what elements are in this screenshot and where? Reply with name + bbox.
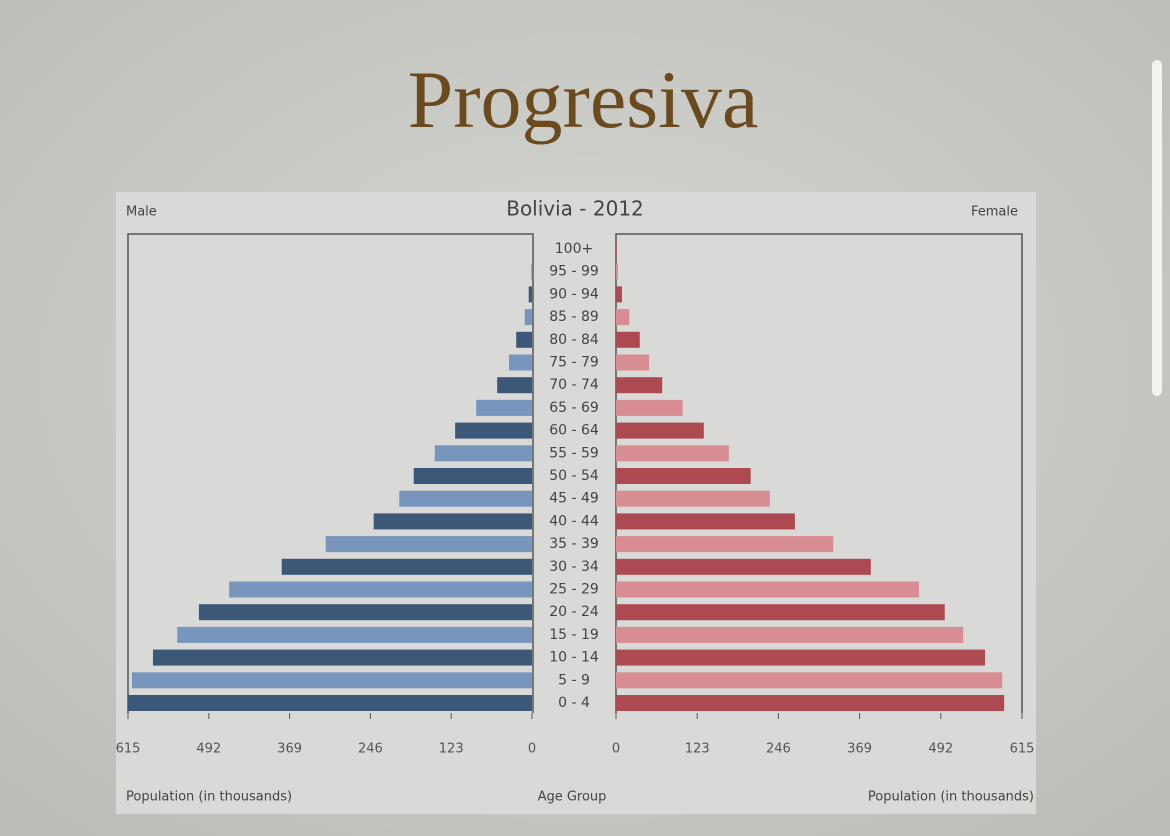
x-tick-label: 369 [847,742,872,757]
age-group-label: 100+ [555,241,593,257]
female-bar [616,445,729,462]
age-group-label: 65 - 69 [549,400,599,416]
age-group-label: 15 - 19 [549,627,599,643]
age-group-label: 95 - 99 [549,264,599,280]
scrollbar[interactable] [1152,60,1162,396]
female-bar [616,604,945,621]
x-tick-label: 369 [277,742,302,757]
female-bar [616,558,871,575]
age-group-label: 85 - 89 [549,309,599,325]
male-bar [281,558,532,575]
age-group-label: 50 - 54 [549,468,599,484]
x-tick-label: 615 [1010,742,1035,757]
female-bar [616,263,618,280]
x-axis-label-left: Population (in thousands) [126,790,292,805]
male-bar [152,649,533,666]
female-bar [616,241,617,257]
male-bar [476,399,532,416]
female-bar [616,490,770,507]
male-bar [528,286,532,303]
center-axis-label: Age Group [538,790,607,805]
female-bar [616,377,663,394]
male-bar [325,536,532,553]
male-bar [497,377,532,394]
age-group-label: 35 - 39 [549,536,599,552]
age-group-label: 60 - 64 [549,423,599,439]
male-bar [128,695,532,711]
female-bar [616,399,683,416]
left-frame [127,233,534,713]
slide-title: Progresiva [408,54,759,145]
male-bar [524,309,532,326]
male-bar [509,354,532,371]
age-group-label: 40 - 44 [549,513,599,529]
female-bar [616,468,751,484]
age-group-label: 80 - 84 [549,332,599,348]
male-bar [373,513,532,530]
x-tick-label: 0 [612,742,620,757]
female-label: Female [971,205,1018,220]
male-label: Male [126,205,157,220]
male-bar [131,672,532,689]
chart-title: Bolivia - 2012 [506,197,644,221]
age-group-label: 70 - 74 [549,377,599,393]
age-group-label: 20 - 24 [549,604,599,620]
female-bar [616,422,704,439]
x-axis-label-right: Population (in thousands) [868,790,1034,805]
x-tick-label: 492 [928,742,953,757]
male-bar [399,490,532,507]
age-group-label: 75 - 79 [549,355,599,371]
female-bar [616,695,1005,711]
x-tick-label: 615 [116,742,141,757]
male-bar [229,581,532,598]
age-group-label: 90 - 94 [549,286,599,302]
age-group-label: 55 - 59 [549,445,599,461]
age-group-label: 45 - 49 [549,491,599,507]
x-tick-label: 123 [439,742,464,757]
female-bar [616,626,964,643]
female-bar [616,286,622,303]
age-group-label: 30 - 34 [549,559,599,575]
male-bar [434,445,532,462]
x-tick-label: 123 [685,742,710,757]
male-bar [198,604,532,621]
x-tick-label: 246 [358,742,383,757]
female-bar [616,513,795,530]
x-tick-label: 0 [528,742,536,757]
female-bar [616,649,986,666]
age-group-label: 10 - 14 [549,650,599,666]
male-bar [455,422,532,439]
age-group-label: 5 - 9 [558,672,590,688]
female-bar [616,672,1003,689]
age-group-label: 25 - 29 [549,582,599,598]
male-bar [516,331,532,348]
female-bar [616,581,920,598]
age-group-label: 0 - 4 [558,695,590,711]
male-bar [413,468,532,484]
male-bar [531,263,532,280]
male-bar [177,626,532,643]
x-tick-label: 492 [196,742,221,757]
female-bar [616,331,640,348]
female-bar [616,354,650,371]
x-tick-label: 246 [766,742,791,757]
female-bar [616,536,834,553]
female-bar [616,309,630,326]
